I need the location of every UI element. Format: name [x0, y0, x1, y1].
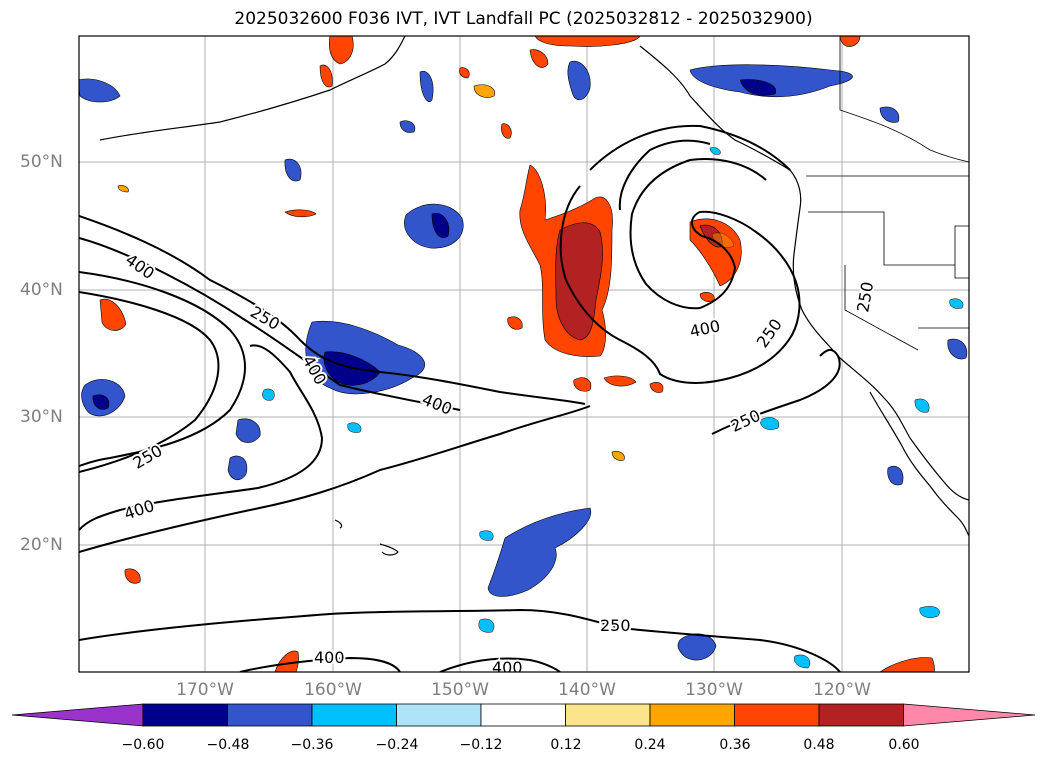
map-title: 2025032600 F036 IVT, IVT Landfall PC (20… [234, 9, 813, 29]
colorbar-tick: −0.12 [459, 737, 503, 753]
colorbar-tick: 0.60 [888, 737, 920, 753]
lon-label-150w: 150°W [431, 680, 489, 700]
colorbar-segment [396, 703, 482, 727]
contour-label: 400 [492, 658, 523, 677]
colorbar-segment [311, 703, 397, 727]
colorbar-tick: −0.60 [121, 737, 165, 753]
colorbar-segment [818, 703, 904, 727]
colorbar-segment [734, 703, 820, 727]
light-blue-shading [262, 147, 964, 669]
contour-label: 400 [314, 648, 345, 667]
colorbar-extend-low [11, 703, 144, 727]
colorbar-segment [565, 703, 651, 727]
colorbar-tick: 0.24 [634, 737, 666, 753]
colorbar [11, 703, 1036, 727]
lon-label-160w: 160°W [304, 680, 362, 700]
colorbar-extend-high [903, 703, 1036, 727]
lat-label-20n: 20°N [20, 535, 63, 555]
positive-ivt-shading [99, 36, 935, 672]
ivt-contours [79, 124, 841, 672]
colorbar-segment [142, 703, 228, 727]
colorbar-tick: 0.36 [719, 737, 751, 753]
lon-label-120w: 120°W [813, 680, 871, 700]
colorbar-segment [227, 703, 313, 727]
lat-label-50n: 50°N [20, 152, 63, 172]
lon-label-170w: 170°W [176, 680, 234, 700]
colorbar-tick: −0.48 [206, 737, 250, 753]
colorbar-tick: −0.36 [290, 737, 334, 753]
colorbar-tick: 0.48 [803, 737, 835, 753]
colorbar-segment [649, 703, 735, 727]
political-borders [806, 36, 969, 351]
colorbar-segment [480, 703, 566, 727]
colorbar-tick: 0.12 [550, 737, 582, 753]
lat-label-30n: 30°N [20, 407, 63, 427]
negative-ivt-shading [79, 60, 968, 661]
colorbar-tick: −0.24 [375, 737, 419, 753]
lat-label-40n: 40°N [20, 280, 63, 300]
map-frame [78, 35, 970, 673]
graticule [79, 36, 969, 672]
contour-label: 250 [600, 616, 631, 635]
lon-label-130w: 130°W [685, 680, 743, 700]
lon-label-140w: 140°W [558, 680, 616, 700]
